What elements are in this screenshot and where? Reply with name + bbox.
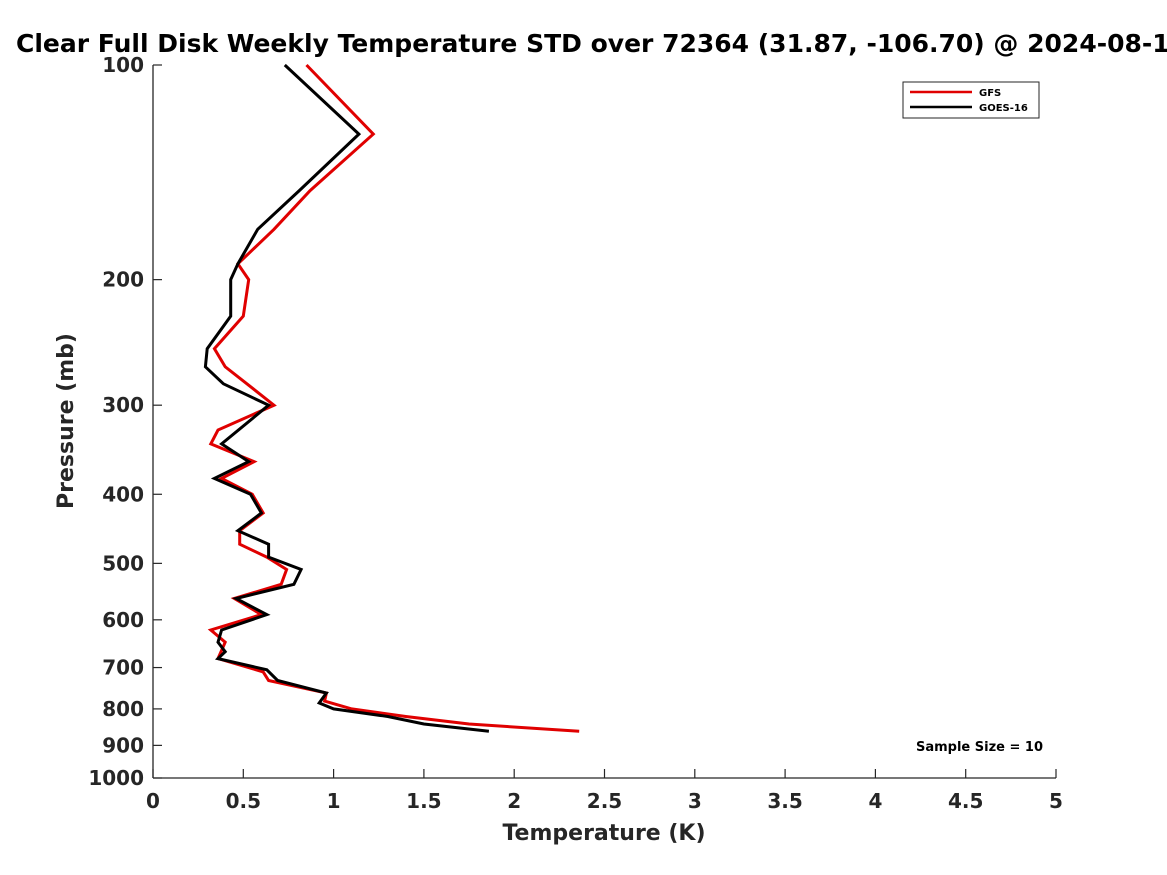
x-tick-label: 4 — [868, 789, 882, 813]
legend-box — [902, 81, 1040, 119]
y-tick-label: 200 — [102, 268, 144, 292]
x-tick-label: 0.5 — [226, 789, 261, 813]
x-tick-label: 3.5 — [767, 789, 802, 813]
legend-label-goes16: GOES-16 — [979, 103, 1028, 114]
chart-title: Clear Full Disk Weekly Temperature STD o… — [16, 29, 1167, 58]
x-tick-label: 2.5 — [587, 789, 622, 813]
y-tick-label: 500 — [102, 551, 144, 575]
legend: GFS GOES-16 — [902, 81, 1040, 119]
series-line-gfs — [207, 63, 580, 733]
legend-label-gfs: GFS — [979, 88, 1001, 99]
x-tick-label: 0 — [146, 789, 160, 813]
series-line-goes16 — [203, 63, 490, 733]
x-tick-label: 1.5 — [406, 789, 441, 813]
y-tick-label: 300 — [102, 393, 144, 417]
x-tick-label: 3 — [688, 789, 702, 813]
x-tick-label: 1 — [327, 789, 341, 813]
y-axis-label: Pressure (mb) — [54, 333, 79, 509]
y-tick-label: 700 — [102, 656, 144, 680]
x-axis-label: Temperature (K) — [502, 821, 705, 846]
sample-size-note: Sample Size = 10 — [916, 740, 1043, 755]
y-tick-label: 1000 — [88, 766, 144, 790]
x-tick-label: 5 — [1049, 789, 1063, 813]
y-tick-label: 100 — [102, 53, 144, 77]
y-tick-label: 600 — [102, 608, 144, 632]
x-tick-label: 4.5 — [948, 789, 983, 813]
axes: 0 0.5 1 1.5 2 2.5 3 3.5 4 4.5 5 100 200 300 400 500 600 7… — [88, 53, 1063, 813]
y-tick-label: 800 — [102, 697, 144, 721]
y-tick-label: 400 — [102, 482, 144, 506]
plot-lines — [203, 63, 580, 733]
y-tick-label: 900 — [102, 733, 144, 757]
x-tick-label: 2 — [507, 789, 521, 813]
